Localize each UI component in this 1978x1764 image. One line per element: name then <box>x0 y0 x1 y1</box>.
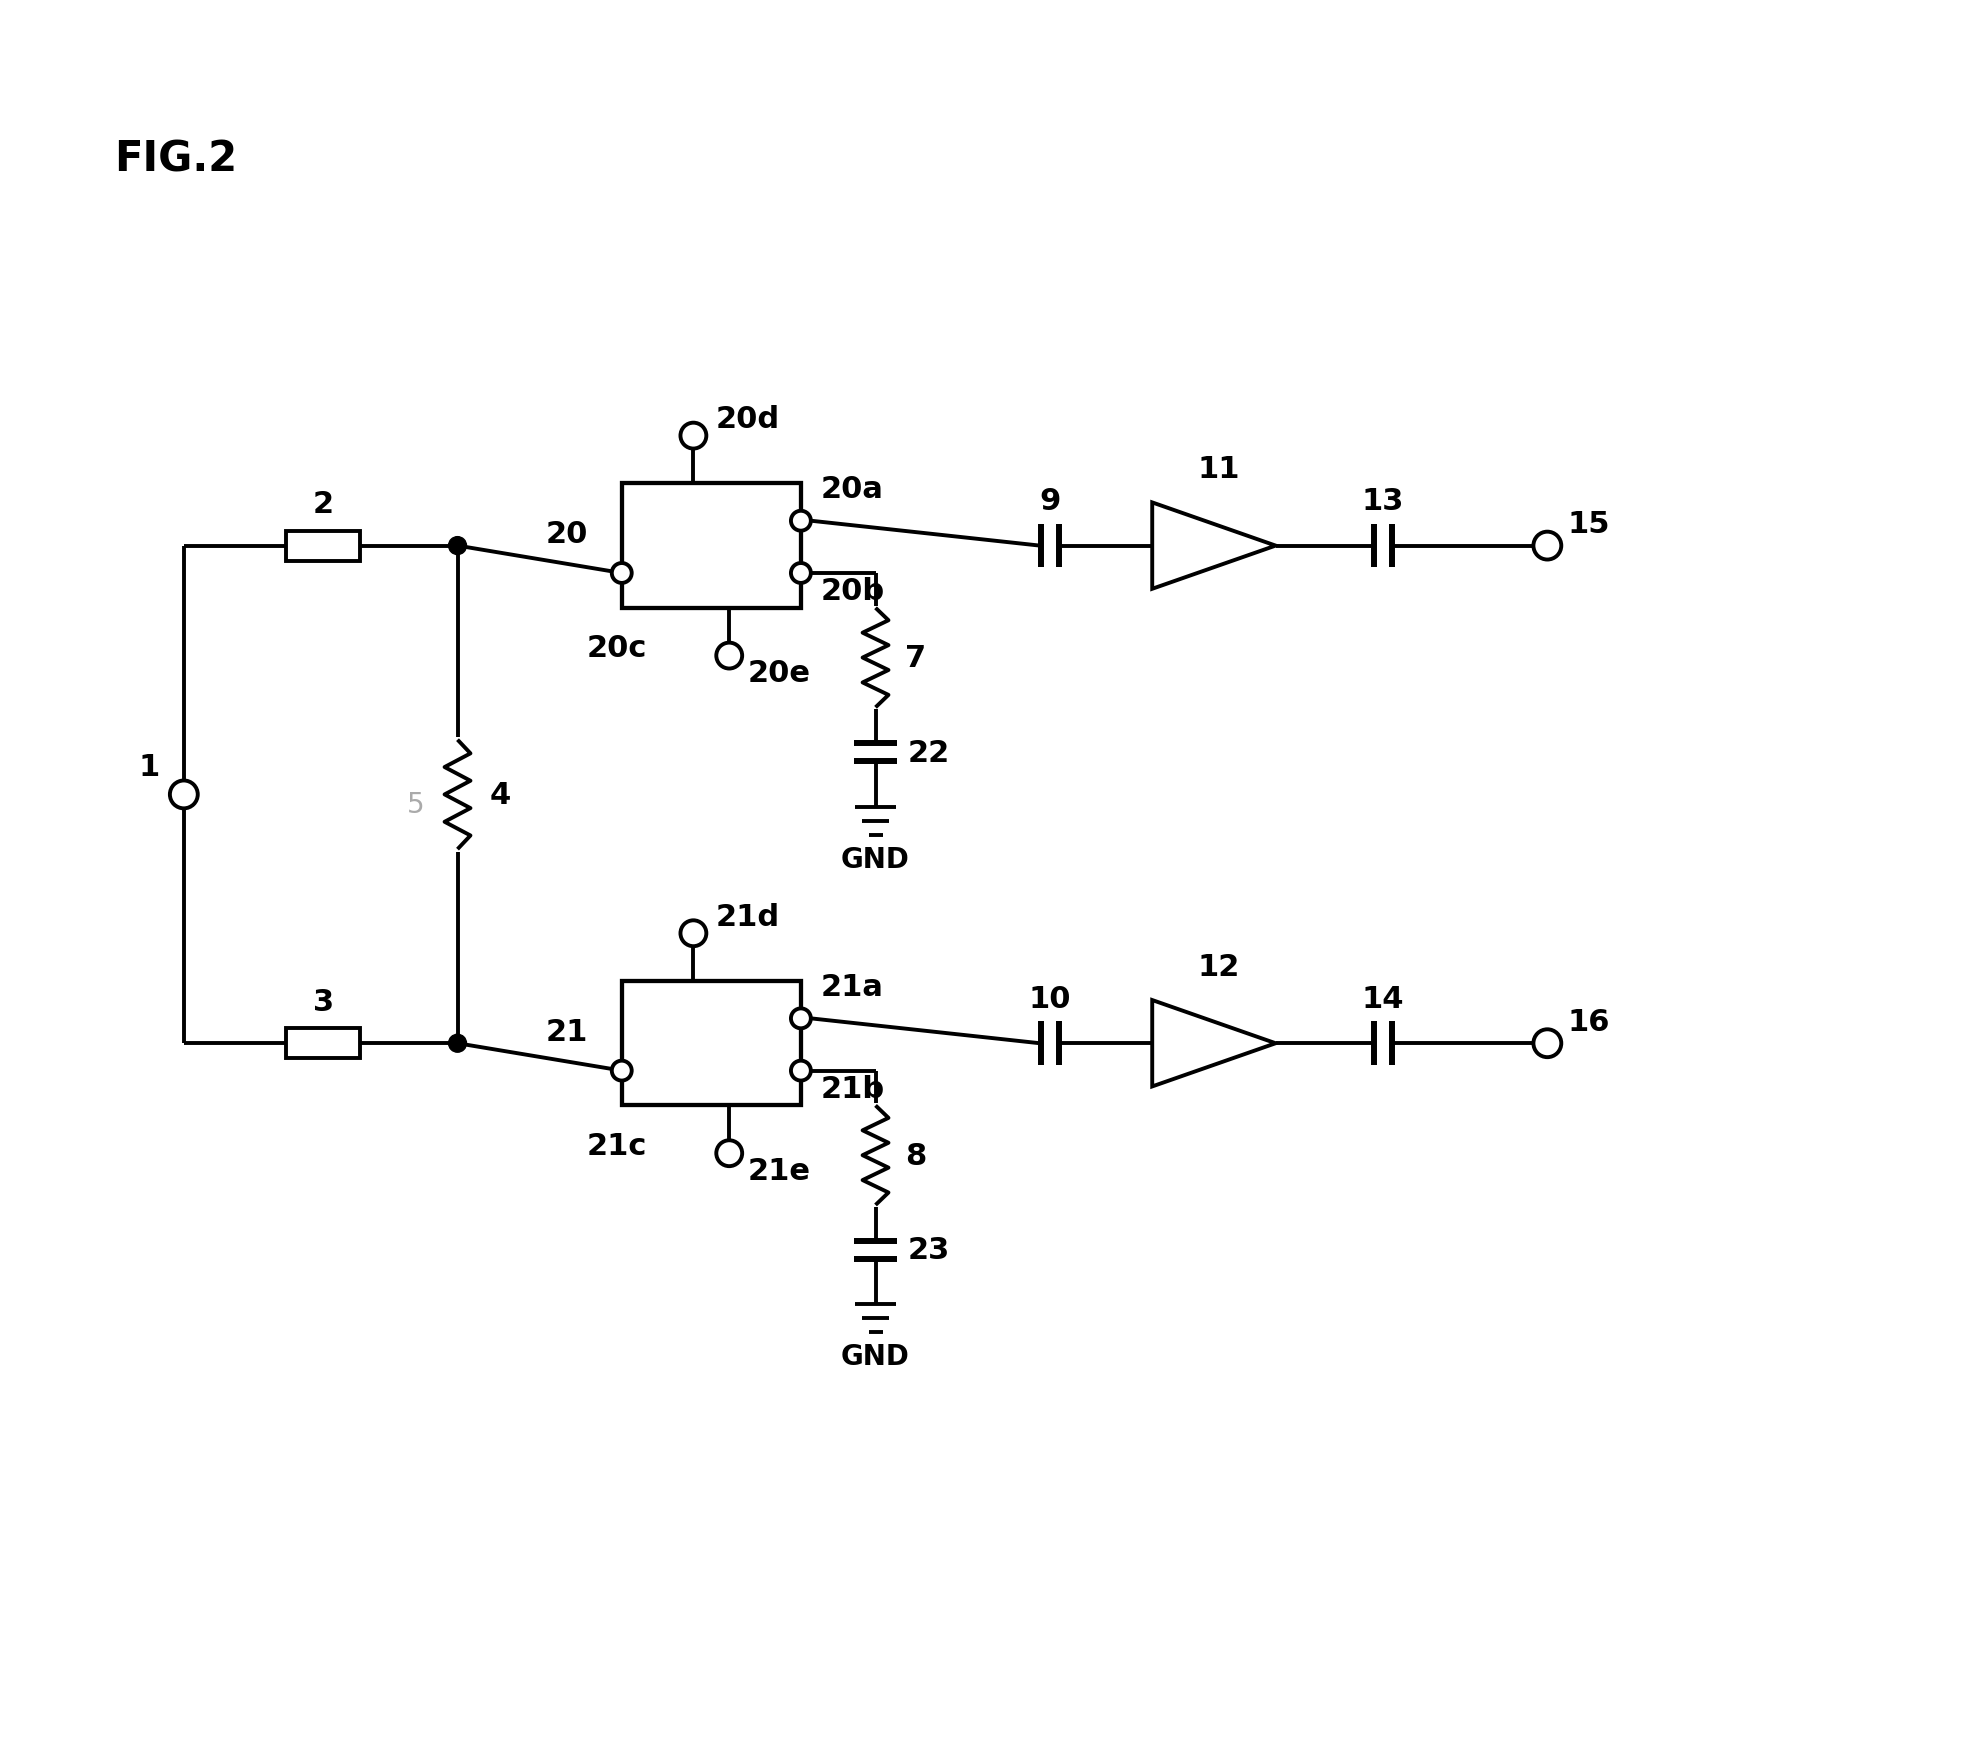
Circle shape <box>791 512 811 531</box>
Text: 21c: 21c <box>587 1131 647 1161</box>
Bar <box>621 483 801 609</box>
Circle shape <box>1533 1030 1561 1058</box>
Circle shape <box>449 538 467 556</box>
Text: 13: 13 <box>1363 487 1404 517</box>
Text: 21d: 21d <box>716 903 779 931</box>
Circle shape <box>791 1009 811 1028</box>
Text: 5: 5 <box>407 790 425 818</box>
Text: 20d: 20d <box>716 406 779 434</box>
Circle shape <box>716 644 742 669</box>
Text: 4: 4 <box>489 780 510 810</box>
Circle shape <box>170 781 198 810</box>
Circle shape <box>791 564 811 584</box>
Circle shape <box>791 1062 811 1081</box>
Text: 8: 8 <box>906 1141 926 1170</box>
Bar <box>287 531 360 561</box>
Circle shape <box>680 921 706 947</box>
Text: GND: GND <box>841 1342 910 1371</box>
Circle shape <box>611 1062 631 1081</box>
Text: 21: 21 <box>546 1018 587 1046</box>
Text: GND: GND <box>841 845 910 873</box>
Text: 20b: 20b <box>821 577 884 607</box>
Text: 9: 9 <box>1038 487 1060 517</box>
Text: 20c: 20c <box>587 633 647 663</box>
Circle shape <box>716 1141 742 1166</box>
Circle shape <box>680 423 706 450</box>
Text: 2: 2 <box>313 490 334 519</box>
Bar <box>621 981 801 1106</box>
Polygon shape <box>1153 503 1276 589</box>
Text: 14: 14 <box>1363 984 1404 1013</box>
Text: 21b: 21b <box>821 1074 884 1104</box>
Text: 20a: 20a <box>821 475 884 505</box>
Text: 3: 3 <box>313 988 334 1016</box>
Text: 1: 1 <box>138 753 160 781</box>
Text: 16: 16 <box>1567 1007 1610 1035</box>
Text: 11: 11 <box>1197 455 1240 483</box>
Text: 21e: 21e <box>748 1155 811 1185</box>
Text: 20: 20 <box>546 520 587 549</box>
Circle shape <box>611 564 631 584</box>
Text: 22: 22 <box>908 737 949 767</box>
Text: 21a: 21a <box>821 972 884 1002</box>
Text: 15: 15 <box>1567 510 1610 538</box>
Polygon shape <box>1153 1000 1276 1087</box>
Circle shape <box>449 1035 467 1053</box>
Text: 12: 12 <box>1199 953 1240 981</box>
Text: FIG.2: FIG.2 <box>115 138 237 180</box>
Bar <box>287 1028 360 1058</box>
Text: 7: 7 <box>906 644 926 672</box>
Text: 20e: 20e <box>748 658 811 688</box>
Circle shape <box>1533 533 1561 561</box>
Text: 10: 10 <box>1029 984 1070 1013</box>
Text: 23: 23 <box>908 1235 949 1265</box>
